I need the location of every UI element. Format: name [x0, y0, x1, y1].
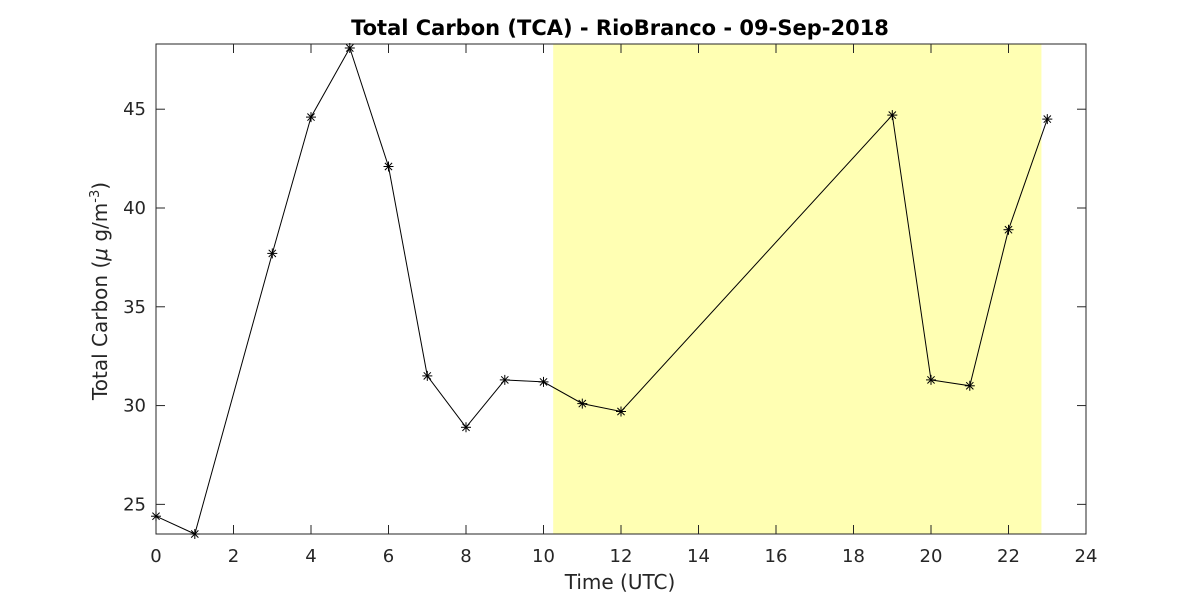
chart-title: Total Carbon (TCA) - RioBranco - 09-Sep-… [351, 16, 889, 40]
x-tick-label: 12 [610, 546, 633, 567]
data-point [499, 374, 510, 385]
y-axis-label-close: ) [88, 182, 112, 190]
data-point [577, 398, 588, 409]
y-tick-label: 25 [123, 494, 146, 515]
x-tick-label: 20 [920, 546, 943, 567]
y-axis-label-unit: g/m [88, 203, 112, 248]
y-axis-label-sup: -3 [88, 190, 103, 203]
x-tick-label: 18 [842, 546, 865, 567]
data-point [1003, 224, 1014, 235]
data-point [383, 161, 394, 172]
data-point [887, 110, 898, 121]
x-tick-label: 4 [305, 546, 316, 567]
y-tick-label: 30 [123, 396, 146, 417]
x-tick-label: 10 [532, 546, 555, 567]
y-tick-label: 45 [123, 99, 146, 120]
x-tick-label: 0 [150, 546, 161, 567]
x-tick-label: 14 [687, 546, 710, 567]
data-point [306, 112, 316, 123]
highlight-region [553, 44, 1042, 534]
y-axis-label-main: Total Carbon ( [88, 261, 112, 401]
data-point [151, 511, 161, 522]
data-point [538, 376, 549, 387]
x-axis-label: Time (UTC) [564, 570, 676, 594]
y-tick-label: 35 [123, 297, 146, 318]
x-tick-label: 22 [997, 546, 1020, 567]
data-point [926, 374, 936, 385]
data-series [151, 43, 1053, 539]
data-point [461, 422, 471, 433]
x-tick-label: 24 [1075, 546, 1098, 567]
data-point [267, 248, 278, 259]
data-point [189, 529, 200, 539]
x-tick-label: 16 [765, 546, 788, 567]
y-axis-label: Total Carbon (μ g/m-3) [88, 182, 112, 401]
data-point [964, 380, 975, 391]
data-point [344, 43, 355, 53]
y-tick-label: 40 [123, 198, 146, 219]
data-point [422, 370, 433, 381]
data-point [616, 406, 626, 417]
y-axis-label-mu: μ [88, 248, 112, 262]
x-tick-label: 2 [228, 546, 239, 567]
x-tick-label: 6 [383, 546, 394, 567]
data-point [1042, 114, 1053, 125]
x-tick-label: 8 [460, 546, 471, 567]
